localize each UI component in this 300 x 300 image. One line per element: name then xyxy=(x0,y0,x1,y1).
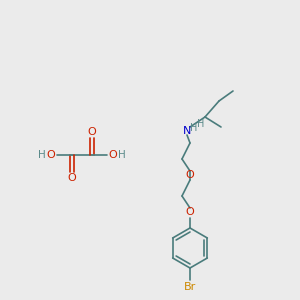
Text: H: H xyxy=(38,150,46,160)
Text: O: O xyxy=(46,150,56,160)
Text: O: O xyxy=(186,207,194,217)
Text: O: O xyxy=(186,170,194,180)
Text: H: H xyxy=(118,150,126,160)
Text: N: N xyxy=(183,126,191,136)
Text: H: H xyxy=(197,119,205,129)
Text: O: O xyxy=(88,127,96,137)
Text: O: O xyxy=(68,173,76,183)
Text: Br: Br xyxy=(184,282,196,292)
Text: O: O xyxy=(109,150,117,160)
Text: H: H xyxy=(190,123,198,133)
